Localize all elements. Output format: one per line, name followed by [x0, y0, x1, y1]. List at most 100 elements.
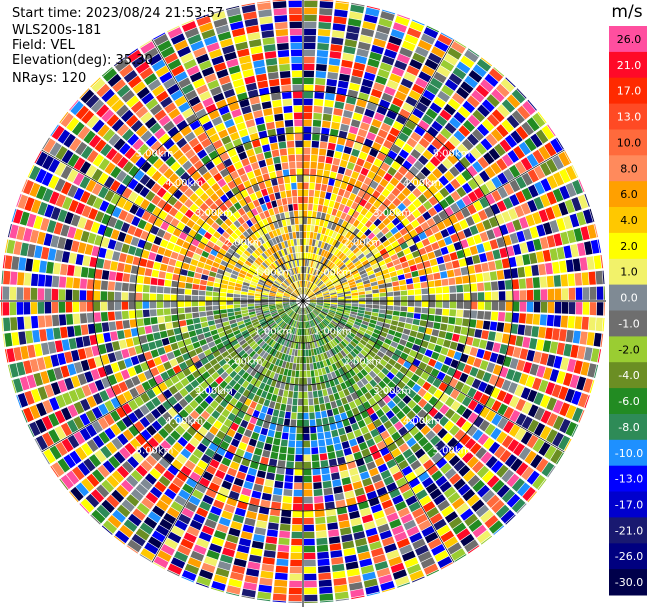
velocity-gate [167, 464, 179, 476]
velocity-gate [307, 306, 312, 312]
velocity-gate [271, 237, 278, 245]
velocity-gate [561, 288, 569, 300]
velocity-gate [208, 442, 219, 452]
velocity-gate [308, 245, 312, 253]
velocity-gate [96, 258, 105, 269]
velocity-gate [472, 338, 481, 348]
velocity-gate [382, 342, 390, 350]
velocity-gate [229, 397, 238, 406]
velocity-gate [492, 364, 502, 376]
velocity-gate [290, 311, 295, 318]
velocity-gate [422, 211, 432, 221]
velocity-gate [295, 454, 303, 462]
velocity-gate [359, 326, 367, 333]
velocity-gate [248, 286, 256, 291]
velocity-gate [300, 273, 302, 281]
velocity-gate [336, 290, 344, 294]
velocity-gate [309, 295, 316, 299]
velocity-gate [102, 128, 116, 142]
velocity-gate [34, 438, 42, 451]
velocity-gate [379, 248, 388, 256]
velocity-gate [300, 314, 303, 322]
velocity-gate [118, 209, 128, 221]
velocity-gate [343, 447, 352, 456]
velocity-gate [457, 143, 469, 156]
velocity-gate [267, 266, 274, 273]
velocity-gate [136, 318, 144, 327]
velocity-gate [391, 144, 402, 154]
velocity-gate [496, 237, 505, 248]
velocity-gate [224, 393, 233, 403]
velocity-gate [175, 260, 183, 268]
velocity-gate [268, 304, 276, 307]
velocity-gate [307, 274, 310, 281]
velocity-gate [201, 66, 215, 77]
velocity-gate [243, 332, 250, 339]
velocity-gate [159, 263, 168, 272]
velocity-gate [352, 112, 363, 121]
velocity-gate [437, 90, 450, 103]
velocity-gate [88, 454, 102, 468]
velocity-gate [386, 79, 399, 90]
velocity-gate [363, 333, 371, 339]
velocity-gate [46, 328, 54, 341]
velocity-gate [278, 266, 284, 273]
velocity-gate [281, 322, 287, 329]
velocity-gate [450, 190, 461, 202]
velocity-gate [249, 244, 256, 252]
velocity-gate [369, 319, 377, 325]
velocity-gate [319, 1, 334, 9]
velocity-gate [158, 382, 168, 392]
velocity-gate [132, 138, 144, 151]
velocity-gate [565, 421, 577, 437]
velocity-gate [276, 304, 283, 307]
velocity-gate [67, 153, 80, 168]
velocity-gate [405, 495, 418, 506]
velocity-gate [391, 376, 401, 385]
velocity-gate [331, 37, 344, 45]
velocity-gate [386, 110, 398, 120]
velocity-gate [432, 214, 442, 224]
velocity-gate [379, 288, 386, 293]
velocity-gate [202, 269, 210, 276]
velocity-gate [306, 314, 310, 321]
velocity-gate [112, 79, 126, 93]
velocity-gate [220, 313, 228, 318]
velocity-gate [203, 264, 212, 271]
velocity-gate [143, 73, 158, 86]
velocity-gate [304, 288, 308, 295]
velocity-gate [242, 213, 250, 222]
velocity-gate [327, 313, 334, 319]
velocity-gate [303, 105, 313, 113]
velocity-gate [341, 228, 349, 237]
velocity-gate [285, 340, 290, 347]
velocity-gate [342, 418, 350, 427]
velocity-gate [296, 175, 303, 183]
velocity-gate [423, 334, 431, 342]
velocity-gate [226, 58, 239, 68]
velocity-gate [108, 133, 121, 147]
velocity-gate [370, 88, 383, 99]
velocity-gate [467, 474, 481, 488]
velocity-gate [233, 177, 243, 186]
velocity-gate [347, 318, 355, 324]
velocity-gate [281, 503, 292, 511]
velocity-gate [270, 288, 277, 293]
velocity-gate [424, 327, 433, 335]
velocity-gate [360, 377, 369, 386]
velocity-gate [303, 517, 314, 525]
velocity-gate [220, 284, 228, 289]
velocity-gate [151, 420, 162, 432]
velocity-gate [309, 253, 313, 260]
velocity-gate [247, 326, 255, 332]
velocity-gate [382, 240, 391, 248]
velocity-gate [84, 219, 94, 231]
velocity-gate [226, 332, 235, 339]
velocity-gate [139, 335, 148, 344]
velocity-gate [329, 543, 342, 551]
velocity-gate [287, 355, 292, 362]
velocity-gate [343, 388, 350, 397]
velocity-gate [268, 265, 275, 272]
velocity-gate [171, 65, 185, 77]
velocity-gate [146, 389, 156, 400]
